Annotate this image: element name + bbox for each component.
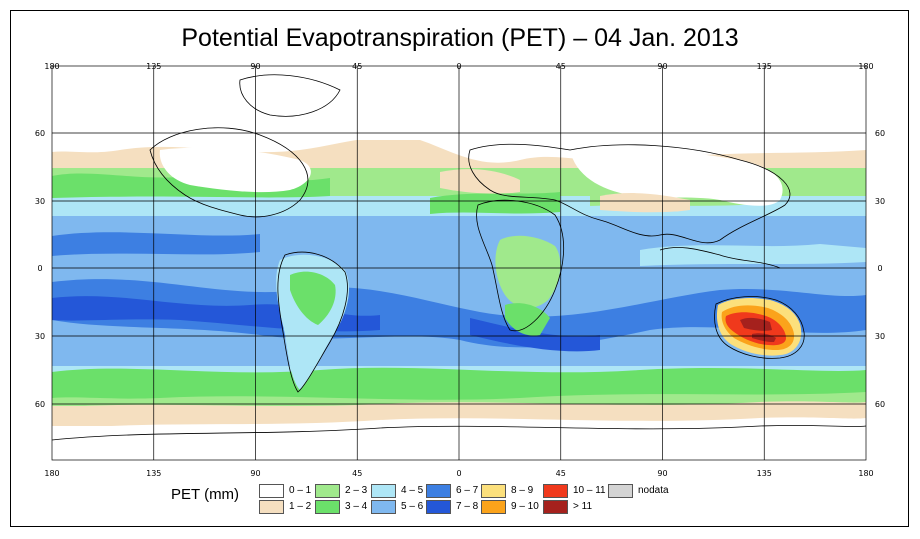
figure-frame bbox=[10, 10, 909, 527]
lon-tick: 135 bbox=[757, 469, 772, 478]
legend-swatch bbox=[543, 484, 568, 498]
lat-tick: 60 bbox=[875, 129, 885, 138]
legend-swatch bbox=[315, 500, 340, 514]
lat-tick: 0 bbox=[37, 264, 42, 273]
legend-swatch bbox=[426, 484, 451, 498]
legend-label: 4 – 5 bbox=[401, 485, 424, 496]
lat-tick: 60 bbox=[35, 129, 45, 138]
legend-swatch bbox=[608, 484, 633, 498]
lon-tick: 45 bbox=[556, 62, 566, 71]
coastlines bbox=[52, 74, 866, 441]
lon-tick: 45 bbox=[352, 469, 362, 478]
lon-tick: 180 bbox=[44, 62, 59, 71]
lat-tick: 30 bbox=[875, 197, 885, 206]
lon-tick: 0 bbox=[456, 469, 461, 478]
lon-tick: 45 bbox=[556, 469, 566, 478]
legend-swatch bbox=[315, 484, 340, 498]
legend-label: 7 – 8 bbox=[456, 501, 479, 512]
legend-swatch bbox=[481, 484, 506, 498]
legend-swatch bbox=[259, 500, 284, 514]
legend-title: PET (mm) bbox=[171, 486, 240, 503]
legend-label: 0 – 1 bbox=[289, 485, 312, 496]
lon-tick: 180 bbox=[858, 62, 873, 71]
legend-swatch bbox=[371, 484, 396, 498]
lon-tick: 90 bbox=[657, 62, 667, 71]
graticule bbox=[51, 65, 867, 461]
legend-label: 1 – 2 bbox=[289, 501, 312, 512]
map-title: Potential Evapotranspiration (PET) – 04 … bbox=[181, 24, 739, 52]
legend-swatch bbox=[426, 500, 451, 514]
lon-ticks-top: 180 135 90 45 0 45 90 135 180 bbox=[44, 62, 873, 71]
legend-swatch bbox=[481, 500, 506, 514]
lon-tick: 180 bbox=[858, 469, 873, 478]
lon-tick: 135 bbox=[146, 62, 161, 71]
legend-swatch bbox=[543, 500, 568, 514]
lat-tick: 60 bbox=[35, 400, 45, 409]
australia-hot-zone bbox=[716, 297, 802, 356]
lon-tick: 90 bbox=[657, 469, 667, 478]
lon-tick: 45 bbox=[352, 62, 362, 71]
lon-ticks-bottom: 180 135 90 45 0 45 90 135 180 bbox=[44, 469, 873, 478]
legend-label: 2 – 3 bbox=[345, 485, 368, 496]
lon-tick: 90 bbox=[250, 469, 260, 478]
lon-tick: 0 bbox=[456, 62, 461, 71]
legend-label: 10 – 11 bbox=[573, 485, 606, 496]
legend-label: 5 – 6 bbox=[401, 501, 424, 512]
lon-tick: 180 bbox=[44, 469, 59, 478]
lat-tick: 30 bbox=[35, 332, 45, 341]
lat-tick: 0 bbox=[877, 264, 882, 273]
legend-swatch bbox=[259, 484, 284, 498]
lat-tick: 30 bbox=[35, 197, 45, 206]
legend-label: 6 – 7 bbox=[456, 485, 479, 496]
lon-tick: 90 bbox=[250, 62, 260, 71]
legend-label: 3 – 4 bbox=[345, 501, 368, 512]
legend-swatch bbox=[371, 500, 396, 514]
lon-tick: 135 bbox=[757, 62, 772, 71]
lat-ticks-left: 60 30 0 30 60 bbox=[35, 129, 45, 409]
legend-label: > 11 bbox=[573, 501, 592, 512]
lon-tick: 135 bbox=[146, 469, 161, 478]
legend-label: 9 – 10 bbox=[511, 501, 539, 512]
legend-label: 8 – 9 bbox=[511, 485, 534, 496]
lat-tick: 30 bbox=[875, 332, 885, 341]
lat-ticks-right: 60 30 0 30 60 bbox=[875, 129, 885, 409]
lat-tick: 60 bbox=[875, 400, 885, 409]
legend-label: nodata bbox=[638, 485, 669, 496]
